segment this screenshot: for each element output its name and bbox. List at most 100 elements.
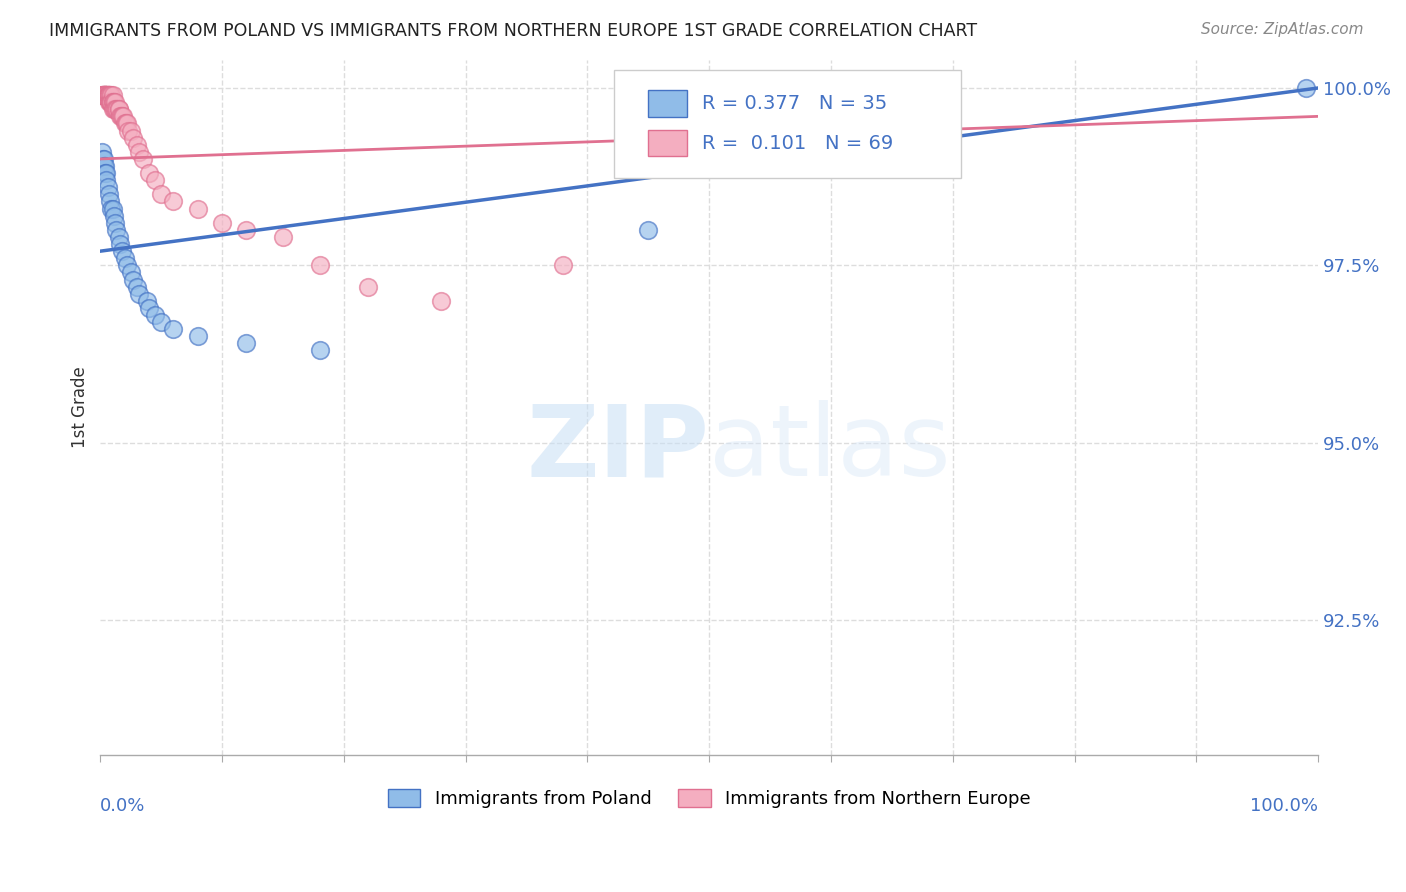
Point [98, 194, 121, 209]
Point [98, 88, 121, 103]
Point [100, 88, 122, 103]
Point [235, 336, 257, 351]
Point [90, 145, 112, 159]
Text: IMMIGRANTS FROM POLAND VS IMMIGRANTS FROM NORTHERN EUROPE 1ST GRADE CORRELATION : IMMIGRANTS FROM POLAND VS IMMIGRANTS FRO… [49, 22, 977, 40]
Point [91, 152, 114, 166]
Point [93, 88, 115, 103]
FancyBboxPatch shape [648, 90, 688, 117]
Point [98, 95, 121, 110]
Point [97, 88, 120, 103]
Point [108, 237, 131, 252]
Point [96, 88, 118, 103]
Point [97, 88, 120, 103]
Point [90, 88, 112, 103]
Point [111, 244, 134, 259]
Point [357, 279, 380, 293]
Text: 0.0%: 0.0% [100, 797, 146, 814]
Point [94, 159, 117, 173]
Point [97, 187, 120, 202]
Point [103, 102, 125, 116]
Point [187, 329, 209, 343]
Point [1295, 81, 1317, 95]
Point [128, 286, 150, 301]
Text: atlas: atlas [709, 401, 950, 498]
Point [96, 88, 118, 103]
Point [120, 265, 142, 279]
Point [122, 272, 145, 286]
Y-axis label: 1st Grade: 1st Grade [72, 367, 89, 448]
Point [94, 88, 117, 103]
Point [96, 173, 118, 187]
Point [115, 258, 138, 272]
Point [125, 137, 148, 152]
Point [101, 88, 124, 103]
Point [90, 88, 112, 103]
Point [111, 109, 134, 123]
Point [94, 88, 117, 103]
FancyBboxPatch shape [614, 70, 962, 178]
Point [138, 166, 160, 180]
Text: R =  0.101   N = 69: R = 0.101 N = 69 [702, 134, 893, 153]
Text: 100.0%: 100.0% [1250, 797, 1319, 814]
Point [135, 293, 157, 308]
Point [96, 166, 118, 180]
Point [107, 102, 129, 116]
Point [93, 88, 115, 103]
Point [96, 88, 118, 103]
Point [101, 202, 124, 216]
Point [93, 88, 115, 103]
Point [101, 95, 124, 110]
Point [271, 230, 294, 244]
Point [97, 95, 120, 110]
Point [120, 123, 142, 137]
Point [308, 258, 330, 272]
Point [93, 152, 115, 166]
Point [105, 102, 128, 116]
Point [115, 116, 138, 130]
Point [637, 223, 659, 237]
Point [97, 180, 120, 194]
Point [101, 95, 124, 110]
Point [97, 88, 120, 103]
Text: R = 0.377   N = 35: R = 0.377 N = 35 [702, 94, 887, 113]
Point [93, 88, 115, 103]
Point [308, 343, 330, 358]
Point [107, 102, 129, 116]
Point [101, 102, 124, 116]
Point [125, 279, 148, 293]
Point [187, 202, 209, 216]
Point [128, 145, 150, 159]
Point [94, 88, 117, 103]
Point [114, 252, 136, 266]
Point [143, 173, 166, 187]
Point [132, 152, 155, 166]
Point [162, 322, 184, 336]
Point [103, 209, 125, 223]
Point [93, 159, 115, 173]
Point [91, 88, 114, 103]
Text: ZIP: ZIP [526, 401, 709, 498]
Point [235, 223, 257, 237]
Point [150, 315, 173, 329]
Point [162, 194, 184, 209]
Point [97, 88, 120, 103]
Point [100, 95, 122, 110]
Text: Source: ZipAtlas.com: Source: ZipAtlas.com [1201, 22, 1364, 37]
Point [104, 102, 127, 116]
Point [110, 109, 132, 123]
Point [105, 102, 128, 116]
Point [117, 123, 139, 137]
Point [105, 223, 128, 237]
Point [94, 88, 117, 103]
Point [96, 88, 118, 103]
Point [91, 88, 114, 103]
Point [107, 230, 129, 244]
Point [122, 130, 145, 145]
Point [100, 95, 122, 110]
Point [97, 88, 120, 103]
Point [112, 109, 135, 123]
Point [143, 308, 166, 322]
Point [97, 88, 120, 103]
Point [150, 187, 173, 202]
Point [98, 95, 121, 110]
